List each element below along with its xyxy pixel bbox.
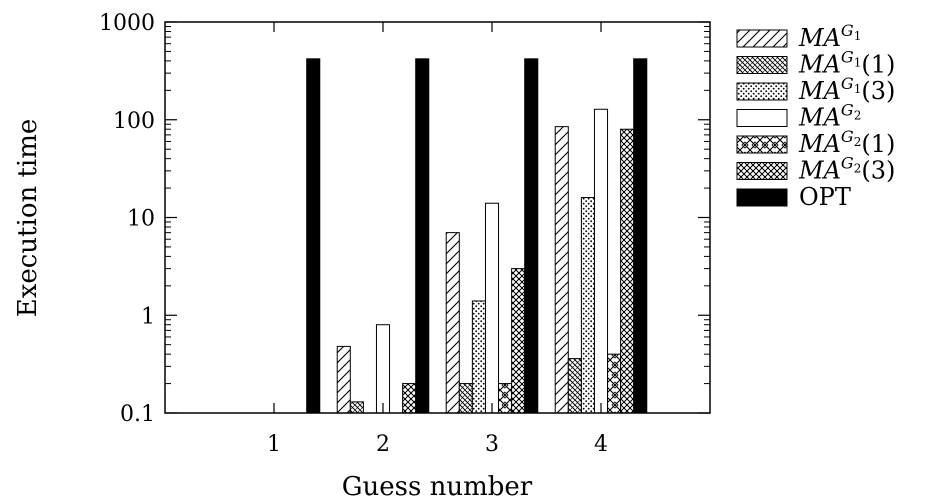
bar-series-7-guess-4 (633, 58, 648, 414)
legend-label: MAG2(1) (798, 127, 895, 158)
bar-series-2-guess-4 (567, 358, 582, 414)
bar-series-6-guess-3 (511, 268, 526, 414)
legend-swatch (736, 109, 788, 127)
legend-swatch (736, 135, 788, 154)
legend-label: MAG2 (798, 101, 861, 132)
bar-series-7-guess-2 (415, 58, 430, 414)
bar-series-4-guess-3 (484, 202, 500, 414)
legend-label: OPT (799, 183, 851, 211)
y-tick-label: 100 (113, 109, 155, 134)
legend-swatch (736, 82, 788, 101)
bar-series-7-guess-1 (306, 58, 321, 414)
legend-label: MAG1(3) (798, 74, 895, 105)
y-tick-label: 0.1 (120, 402, 155, 427)
bar-series-4-guess-4 (593, 108, 609, 414)
bar-series-3-guess-3 (471, 300, 486, 414)
y-tick-label: 1 (141, 304, 155, 329)
legend-label: MAG1(1) (798, 48, 895, 79)
bar-series-2-guess-3 (458, 383, 473, 414)
bar-series-2-guess-2 (349, 401, 364, 414)
bar-series-6-guess-2 (402, 383, 417, 414)
x-tick-label: 4 (594, 432, 608, 457)
legend-label: MAG2(3) (798, 154, 895, 185)
bar-series-1-guess-3 (445, 232, 460, 414)
y-tick-label: 1000 (99, 11, 155, 36)
y-tick-label: 10 (127, 207, 155, 232)
legend-label: MAG1 (798, 21, 861, 52)
x-tick-label: 1 (267, 432, 281, 457)
legend-swatch (736, 56, 788, 74)
y-axis-title: Execution time (13, 119, 43, 318)
x-tick-label: 2 (376, 432, 390, 457)
bar-series-5-guess-4 (607, 353, 622, 414)
bar-series-3-guess-4 (580, 197, 595, 414)
legend-swatch (736, 29, 788, 48)
bars-group (306, 58, 648, 414)
x-axis-title: Guess number (342, 472, 533, 502)
bar-series-5-guess-3 (498, 383, 513, 414)
legend-swatch (736, 162, 788, 180)
bar-series-1-guess-4 (554, 126, 569, 414)
bar-series-4-guess-2 (375, 324, 391, 414)
x-axis: 1 2 3 4 (267, 22, 608, 457)
bar-series-6-guess-4 (620, 128, 635, 414)
bar-series-7-guess-3 (524, 58, 539, 414)
legend-swatch (736, 188, 788, 207)
x-tick-label: 3 (485, 432, 499, 457)
y-axis: 0.1 1 10 100 1000 (99, 11, 710, 427)
bar-series-1-guess-2 (336, 345, 351, 414)
